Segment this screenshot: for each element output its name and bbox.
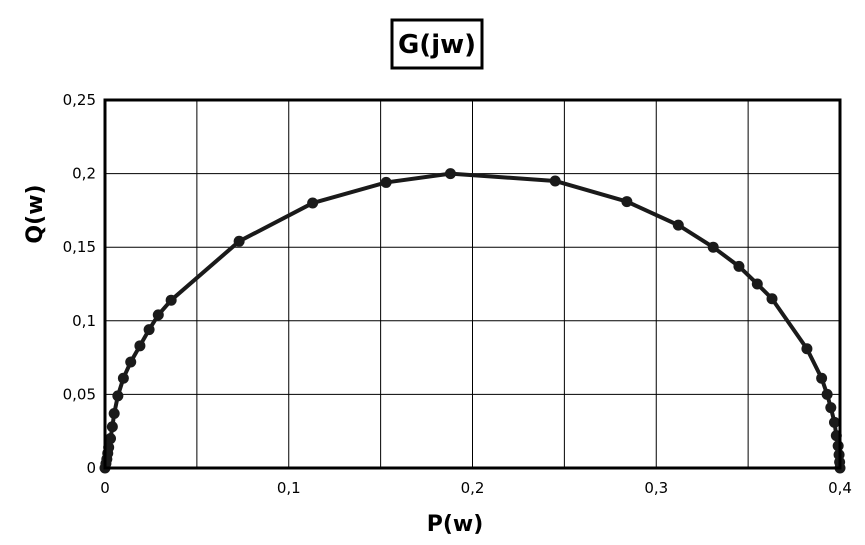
- data-point: [112, 390, 124, 402]
- data-point: [766, 293, 778, 305]
- data-point: [117, 372, 129, 384]
- x-tick-labels: 0 0,1 0,2 0,3 0,4: [100, 479, 852, 497]
- y-tick-labels: 0 0,05 0,1 0,15 0,2 0,25: [63, 91, 96, 477]
- grid: [105, 100, 840, 468]
- data-point: [125, 356, 137, 368]
- y-tick-label: 0: [86, 459, 96, 477]
- x-tick-label: 0,3: [644, 479, 668, 497]
- y-axis-title: Q(w): [23, 184, 48, 243]
- y-tick-label: 0,15: [63, 238, 96, 256]
- chart-title-group: G(jw): [390, 18, 484, 70]
- data-point: [165, 294, 177, 306]
- x-tick-label: 0,1: [277, 479, 301, 497]
- y-tick-label: 0,05: [63, 385, 96, 403]
- data-point: [672, 219, 684, 231]
- data-point: [307, 197, 319, 209]
- data-point: [134, 340, 146, 352]
- data-point: [733, 260, 745, 272]
- data-point: [621, 196, 633, 208]
- data-point: [105, 433, 117, 445]
- data-point: [751, 278, 763, 290]
- data-series: [99, 168, 846, 474]
- data-point: [549, 175, 561, 187]
- y-tick-label: 0,1: [72, 312, 96, 330]
- y-tick-label: 0,25: [63, 91, 96, 109]
- data-point: [801, 343, 813, 355]
- data-point: [233, 235, 245, 247]
- data-point: [444, 168, 456, 180]
- data-point: [106, 421, 118, 433]
- y-tick-label: 0,2: [72, 165, 96, 183]
- data-point: [825, 402, 837, 414]
- data-point: [108, 408, 120, 420]
- data-point: [816, 372, 828, 384]
- x-tick-label: 0,2: [461, 479, 485, 497]
- plot-area-border: [103, 98, 842, 470]
- chart-title-box: [390, 18, 484, 70]
- x-tick-label: 0,4: [828, 479, 852, 497]
- data-point: [707, 241, 719, 253]
- data-point: [380, 176, 392, 188]
- data-point: [821, 388, 833, 400]
- data-point: [828, 416, 840, 428]
- chart-title: G(jw): [398, 30, 476, 60]
- x-tick-label: 0: [100, 479, 110, 497]
- data-point: [152, 309, 164, 321]
- data-point: [143, 324, 155, 336]
- x-axis-title: P(w): [427, 512, 484, 537]
